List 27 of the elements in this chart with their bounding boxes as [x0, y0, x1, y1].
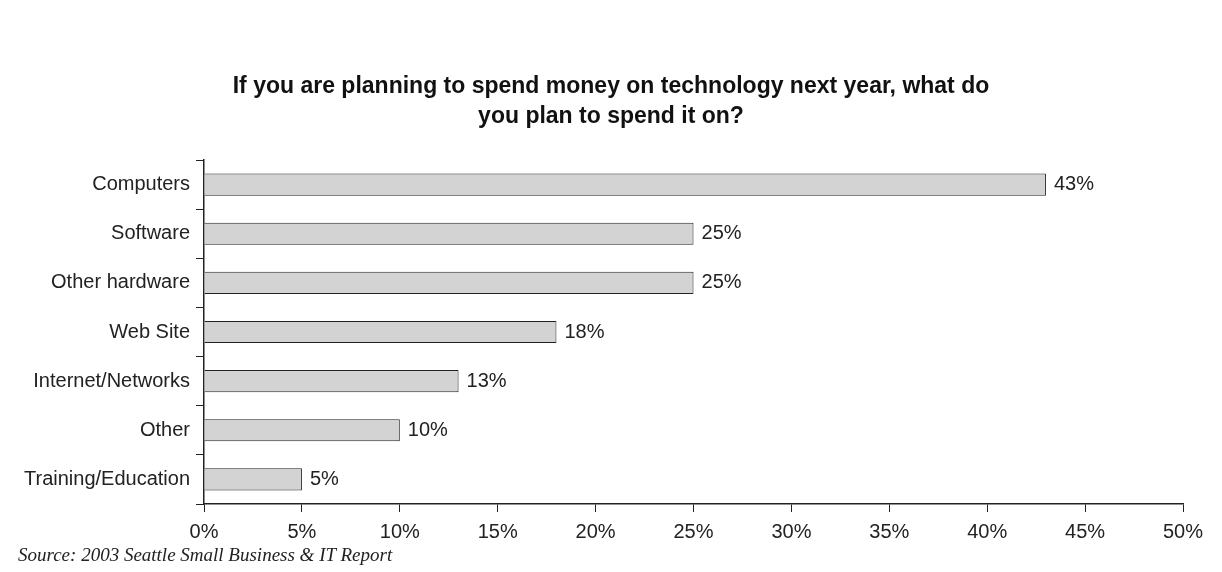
y-tick-label: Web Site: [109, 319, 191, 342]
data-label: 5%: [309, 466, 340, 489]
chart-title: If you are planning to spend money on technology next year, what do you plan to spend it on?: [231, 71, 991, 130]
x-tick-label: 15%: [477, 519, 518, 542]
y-tick-label: Training/Education: [23, 466, 191, 489]
x-tick-label: 45%: [1065, 519, 1106, 542]
x-tick-label: 30%: [771, 519, 812, 542]
data-label: 18%: [564, 319, 605, 342]
y-tick-label: Internet/Networks: [33, 368, 191, 391]
data-label: 25%: [701, 270, 742, 293]
data-label: 25%: [701, 221, 742, 244]
y-tick-label: Software: [111, 221, 191, 244]
data-label: 43%: [1053, 172, 1095, 195]
y-tick-label: Other: [139, 417, 191, 440]
x-tick-label: 0%: [189, 519, 219, 542]
x-tick-label: 10%: [379, 519, 421, 542]
x-tick-label: 35%: [869, 519, 910, 542]
y-tick-label: Computers: [92, 172, 191, 195]
x-tick-label: 5%: [287, 519, 317, 542]
x-tick-label: 50%: [1162, 519, 1204, 542]
y-tick-label: Other hardware: [51, 270, 191, 293]
x-tick-label: 25%: [673, 519, 714, 542]
source-note: Source: 2003 Seattle Small Business & IT Report: [18, 544, 393, 566]
data-label: 13%: [466, 368, 507, 391]
x-tick-label: 20%: [575, 519, 616, 542]
x-tick-label: 40%: [967, 519, 1008, 542]
data-label: 10%: [407, 417, 449, 440]
